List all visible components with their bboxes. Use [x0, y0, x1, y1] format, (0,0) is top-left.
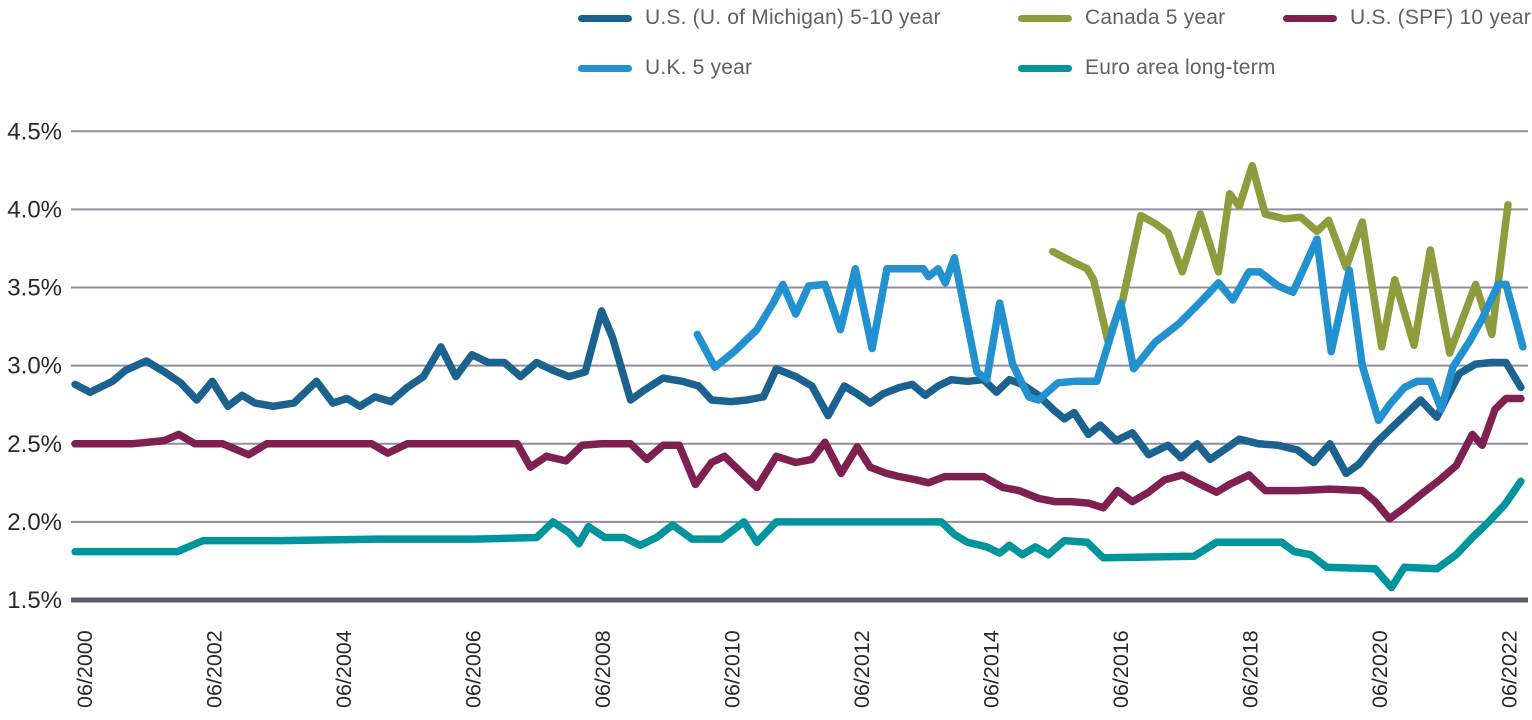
- us-spf-line: [71, 394, 1525, 523]
- x-tick-label: 06/2016: [1109, 630, 1133, 708]
- uk-line: [693, 235, 1527, 425]
- legend-item-euro-area: Euro area long-term: [1018, 54, 1276, 82]
- canada-swatch-icon: [1018, 14, 1072, 22]
- euro-area-line: [71, 477, 1525, 592]
- legend-item-uk: U.K. 5 year: [578, 54, 752, 82]
- x-tick-label: 06/2006: [462, 630, 486, 708]
- legend-label: U.S. (U. of Michigan) 5-10 year: [645, 6, 941, 29]
- legend-item-us-spf: U.S. (SPF) 10 year: [1283, 4, 1531, 32]
- x-tick-label: 06/2000: [73, 630, 97, 708]
- legend-item-us-michigan: U.S. (U. of Michigan) 5-10 year: [578, 4, 941, 32]
- euro-area-swatch-icon: [1018, 64, 1072, 72]
- us-michigan-swatch-icon: [578, 14, 632, 22]
- y-tick-label: 2.5%: [7, 431, 62, 458]
- x-tick-label: 06/2012: [850, 630, 874, 708]
- x-tick-label: 06/2018: [1239, 630, 1263, 708]
- x-tick-label: 06/2022: [1498, 630, 1522, 708]
- x-tick-label: 06/2002: [203, 630, 227, 708]
- legend-label: Canada 5 year: [1085, 6, 1226, 29]
- us-spf-swatch-icon: [1283, 14, 1337, 22]
- x-tick-label: 06/2014: [980, 630, 1004, 708]
- y-tick-label: 4.5%: [7, 118, 62, 145]
- legend-label: U.S. (SPF) 10 year: [1350, 6, 1531, 29]
- canada-line: [1049, 161, 1512, 357]
- legend-item-canada: Canada 5 year: [1018, 4, 1225, 32]
- y-tick-label: 2.0%: [7, 509, 62, 536]
- y-tick-label: 3.0%: [7, 353, 62, 380]
- legend-label: Euro area long-term: [1085, 56, 1276, 79]
- legend-label: U.K. 5 year: [645, 56, 753, 79]
- uk-swatch-icon: [578, 64, 632, 72]
- chart-legend: U.S. (U. of Michigan) 5-10 year Canada 5…: [0, 0, 1532, 90]
- x-tick-label: 06/2004: [332, 630, 356, 708]
- x-tick-label: 06/2010: [721, 630, 745, 708]
- y-tick-label: 1.5%: [7, 587, 62, 614]
- y-tick-label: 4.0%: [7, 196, 62, 223]
- us-michigan-line: [71, 307, 1525, 478]
- x-tick-label: 06/2008: [591, 630, 615, 708]
- y-tick-label: 3.5%: [7, 275, 62, 302]
- x-tick-label: 06/2020: [1368, 630, 1392, 708]
